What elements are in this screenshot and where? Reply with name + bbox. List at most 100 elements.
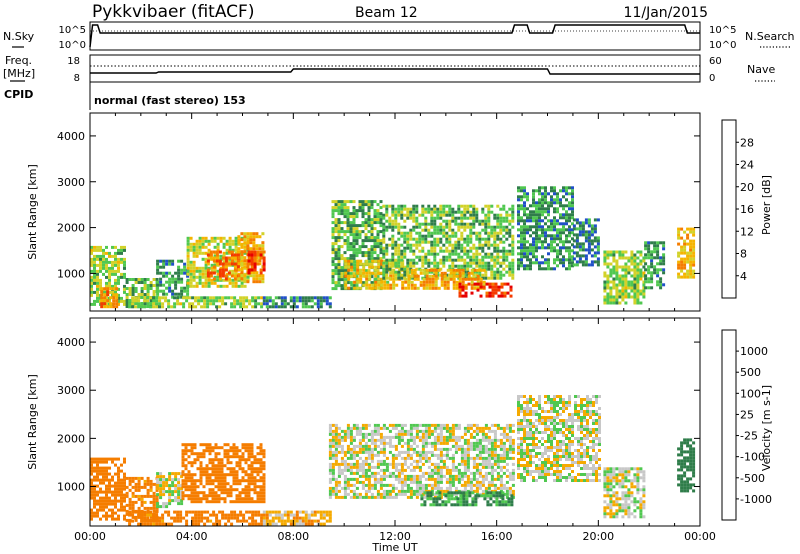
velocity-cell: [352, 450, 356, 454]
velocity-cell: [250, 497, 254, 501]
power-cell: [93, 290, 96, 294]
velocity-cell: [99, 517, 102, 521]
power-cell: [612, 259, 616, 263]
power-cell: [412, 228, 416, 232]
velocity-cell: [247, 485, 251, 489]
power-cell: [409, 258, 413, 262]
power-cell: [337, 221, 341, 225]
power-cell: [400, 255, 404, 259]
power-cell: [445, 240, 449, 244]
power-cell: [559, 246, 562, 250]
velocity-cell: [283, 510, 287, 514]
power-cell: [201, 281, 205, 285]
power-cell: [424, 207, 428, 211]
velocity-cell: [412, 465, 416, 469]
velocity-cell: [149, 482, 153, 486]
velocity-cell: [159, 493, 163, 497]
power-cell: [328, 305, 332, 309]
power-cell: [198, 245, 202, 249]
power-cell: [433, 210, 437, 214]
power-cell: [230, 274, 234, 278]
velocity-cell: [235, 479, 239, 483]
velocity-cell: [364, 495, 368, 499]
velocity-cell: [177, 493, 181, 497]
velocity-cell: [196, 458, 200, 462]
power-cell: [96, 248, 99, 252]
velocity-cell: [340, 444, 344, 448]
power-cell: [397, 213, 401, 217]
power-cell: [596, 257, 600, 261]
power-cell: [445, 213, 449, 217]
velocity-cell: [421, 438, 425, 442]
power-cell: [131, 293, 135, 296]
power-cell: [403, 231, 407, 235]
power-cell: [656, 268, 660, 272]
velocity-cell: [111, 457, 114, 461]
velocity-cell: [217, 452, 221, 456]
power-cell: [188, 302, 192, 306]
velocity-cell: [256, 458, 260, 462]
power-cell: [535, 249, 538, 253]
velocity-cell: [355, 444, 359, 448]
velocity-cell: [256, 452, 260, 456]
power-cell: [365, 280, 369, 284]
power-cell: [550, 249, 553, 253]
power-cell: [376, 218, 380, 222]
velocity-cell: [167, 522, 171, 526]
velocity-cell: [409, 495, 413, 499]
power-cell: [544, 237, 547, 241]
power-cell: [337, 263, 341, 267]
velocity-cell: [388, 450, 392, 454]
power-cell: [482, 280, 486, 284]
power-cell: [571, 207, 574, 211]
power-cell: [161, 305, 165, 309]
power-cell: [430, 207, 434, 211]
velocity-cell: [165, 502, 169, 506]
power-cell: [344, 271, 348, 275]
power-cell: [535, 228, 538, 232]
velocity-cell: [221, 510, 225, 514]
power-cell: [140, 290, 144, 293]
power-cell: [364, 269, 368, 273]
power-cell: [454, 219, 458, 223]
power-cell: [421, 228, 425, 232]
velocity-cell: [217, 488, 221, 492]
power-cell: [439, 213, 443, 217]
power-cell: [562, 225, 565, 229]
power-cell: [374, 259, 378, 263]
power-cell: [593, 251, 597, 255]
power-cell: [397, 207, 401, 211]
power-cell: [431, 286, 435, 290]
power-cell: [493, 270, 497, 274]
power-cell: [587, 242, 591, 246]
power-cell: [106, 299, 110, 303]
power-cell: [394, 219, 398, 223]
power-cell: [449, 271, 453, 275]
power-cell: [409, 276, 413, 280]
power-cell: [529, 234, 532, 238]
power-cell: [385, 267, 389, 271]
power-cell: [240, 278, 244, 282]
power-cell: [198, 239, 202, 243]
velocity-cell: [159, 481, 163, 485]
power-cell: [218, 277, 222, 281]
velocity-cell: [307, 519, 311, 523]
power-cell: [571, 222, 574, 226]
power-cell: [337, 203, 341, 207]
power-cell: [106, 290, 110, 294]
velocity-cell: [334, 456, 338, 460]
power-cell: [344, 274, 348, 278]
velocity-cell: [361, 468, 365, 472]
power-cell: [171, 262, 175, 266]
power-cell: [596, 218, 600, 222]
power-cell: [240, 238, 244, 242]
power-cell: [686, 254, 690, 258]
power-cell: [436, 213, 440, 217]
velocity-cell: [274, 522, 278, 526]
power-cell: [460, 222, 464, 226]
velocity-cell: [415, 492, 419, 496]
velocity-cell: [117, 469, 120, 473]
power-cell: [467, 271, 471, 275]
power-cell: [250, 250, 254, 254]
power-cell: [247, 259, 251, 263]
